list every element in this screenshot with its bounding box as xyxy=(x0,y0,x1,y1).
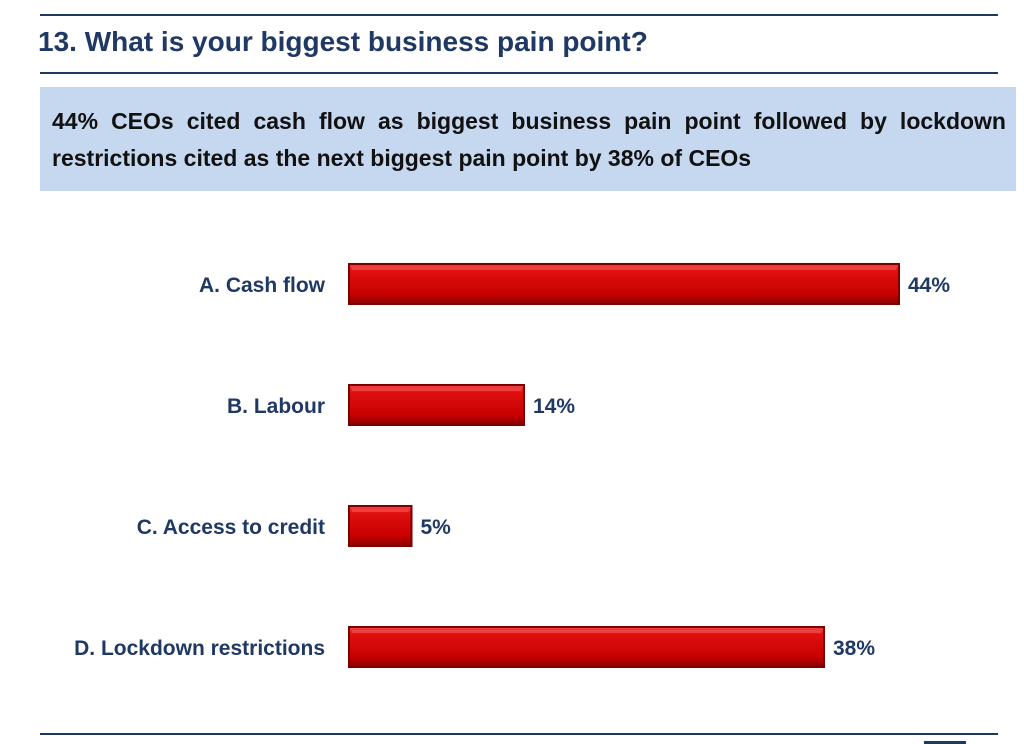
bar-highlight-lockdown-restrictions xyxy=(352,630,821,633)
summary-box: 44% CEOs cited cash flow as biggest busi… xyxy=(40,87,1016,191)
bar-access-to-credit xyxy=(348,505,413,547)
bar-lockdown-restrictions xyxy=(348,626,825,668)
bottom-rule xyxy=(40,733,998,735)
category-label-lockdown-restrictions: D. Lockdown restrictions xyxy=(74,637,325,660)
top-rule xyxy=(40,14,998,16)
value-label-cash-flow: 44% xyxy=(908,274,950,297)
bar-cash-flow xyxy=(348,263,900,305)
value-label-lockdown-restrictions: 38% xyxy=(833,637,875,660)
title-underline xyxy=(40,72,998,74)
bar-highlight-access-to-credit xyxy=(352,509,409,512)
bar-highlight-cash-flow xyxy=(352,267,896,270)
value-label-labour: 14% xyxy=(533,395,575,418)
footer-mark xyxy=(924,741,966,744)
summary-text: 44% CEOs cited cash flow as biggest busi… xyxy=(52,108,1006,171)
bar-labour xyxy=(348,384,525,426)
value-label-access-to-credit: 5% xyxy=(421,516,452,539)
page-title: 13. What is your biggest business pain p… xyxy=(38,26,648,57)
category-label-labour: B. Labour xyxy=(227,395,325,418)
category-label-access-to-credit: C. Access to credit xyxy=(137,516,325,539)
category-label-cash-flow: A. Cash flow xyxy=(199,274,326,297)
bar-highlight-labour xyxy=(352,388,521,391)
